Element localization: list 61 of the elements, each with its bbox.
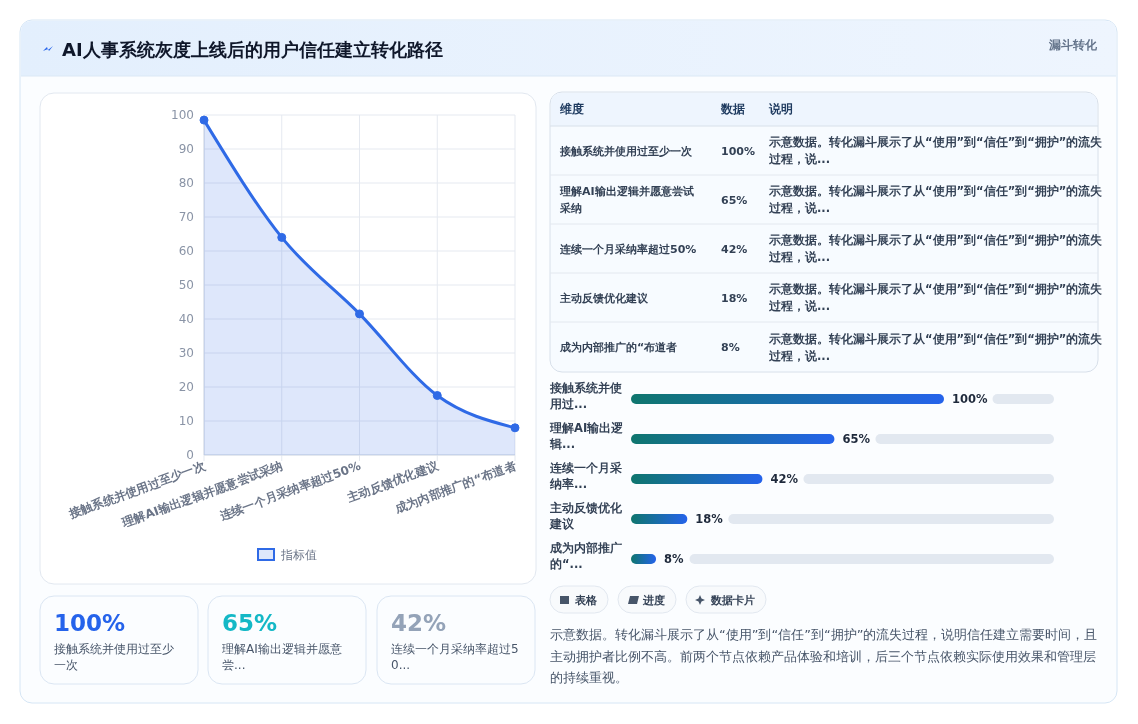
y-tick-label: 成为内部推广的“... (549, 541, 622, 571)
text: 说明 (768, 102, 793, 116)
bar (631, 554, 657, 564)
category-label: 主动反馈优化建议 (559, 291, 649, 305)
y-tick-label: 80 (178, 176, 194, 190)
text: 18% (721, 291, 748, 305)
text: 100% (54, 610, 126, 636)
text: 示意数据。转化漏斗展示了从“使用”到“信任”到“拥护”的流失过程，说... (768, 331, 1104, 363)
text: 进度 (642, 594, 665, 607)
y-tick-label: 50 (178, 278, 194, 292)
y-tick-label: 理解AI输出逻辑... (549, 421, 624, 451)
text: AI人事系统灰度上线后的用户信任建立转化路径 (62, 39, 443, 60)
text: 8% (721, 341, 740, 354)
bar (631, 474, 763, 484)
legend-label: 指标值 (280, 548, 317, 562)
y-tick-label: 20 (178, 380, 194, 394)
data-label: 65% (842, 432, 871, 446)
y-tick-label: 10 (178, 414, 194, 428)
y-tick-label: 100 (171, 108, 194, 122)
data-label: 42% (770, 472, 799, 486)
point (355, 309, 364, 319)
bar (631, 394, 944, 404)
text: 漏斗转化 (1048, 38, 1098, 52)
text: 65% (222, 610, 278, 636)
y-tick-label: 70 (178, 210, 194, 224)
data-label: 18% (695, 512, 724, 526)
text: 数据卡片 (710, 594, 755, 607)
text: 42% (721, 242, 748, 256)
point (510, 423, 520, 433)
category-label: 接触系统并使用过至少一次 (54, 642, 174, 672)
category-label: 连续一个月采纳率超过50% (559, 242, 697, 256)
text: 维度 (559, 102, 584, 116)
y-tick-label: 40 (178, 312, 194, 326)
text: 42% (391, 610, 447, 636)
y-tick-label: 30 (178, 346, 194, 360)
category-label: 连续一个月采纳率超过50... (391, 642, 519, 672)
text: 表格 (574, 594, 598, 607)
data-label: 8% (664, 552, 685, 566)
y-tick-label: 接触系统并使用过... (549, 381, 622, 411)
category-label: 理解AI输出逻辑并愿意尝... (222, 642, 342, 672)
y-tick-label: 0 (186, 448, 194, 462)
text: 示意数据。转化漏斗展示了从“使用”到“信任”到“拥护”的流失过程，说... (768, 233, 1104, 264)
bar (631, 434, 835, 444)
data-label: 100% (952, 392, 989, 406)
bar (631, 514, 688, 524)
text: 示意数据。转化漏斗展示了从“使用”到“信任”到“拥护”的流失过程，说... (768, 282, 1104, 313)
y-tick-label: 90 (178, 142, 194, 156)
y-tick-label: 连续一个月采纳率... (549, 461, 622, 491)
category-label: 理解AI输出逻辑并愿意尝试采纳 (559, 185, 694, 215)
text: 示意数据。转化漏斗展示了从“使用”到“信任”到“拥护”的流失过程，说... (768, 184, 1104, 215)
point (432, 391, 442, 400)
y-tick-label: 60 (178, 244, 194, 258)
text: 65% (721, 193, 748, 207)
text: 100% (721, 144, 755, 158)
text: 数据 (720, 102, 745, 116)
category-label: 成为内部推广的“布道者 (559, 341, 678, 354)
text: 示意数据。转化漏斗展示了从“使用”到“信任”到“拥护”的流失过程，说明信任建立需要时间，且主动拥护者比例不高。前两个节点依赖产品体验和培训，后三个节点依赖实际使用效果和管理层的持续重视。 (550, 627, 1098, 685)
point (277, 232, 287, 242)
point (199, 115, 209, 125)
category-label: 接触系统并使用过至少一次 (559, 144, 693, 158)
text: 示意数据。转化漏斗展示了从“使用”到“信任”到“拥护”的流失过程，说... (768, 135, 1104, 166)
